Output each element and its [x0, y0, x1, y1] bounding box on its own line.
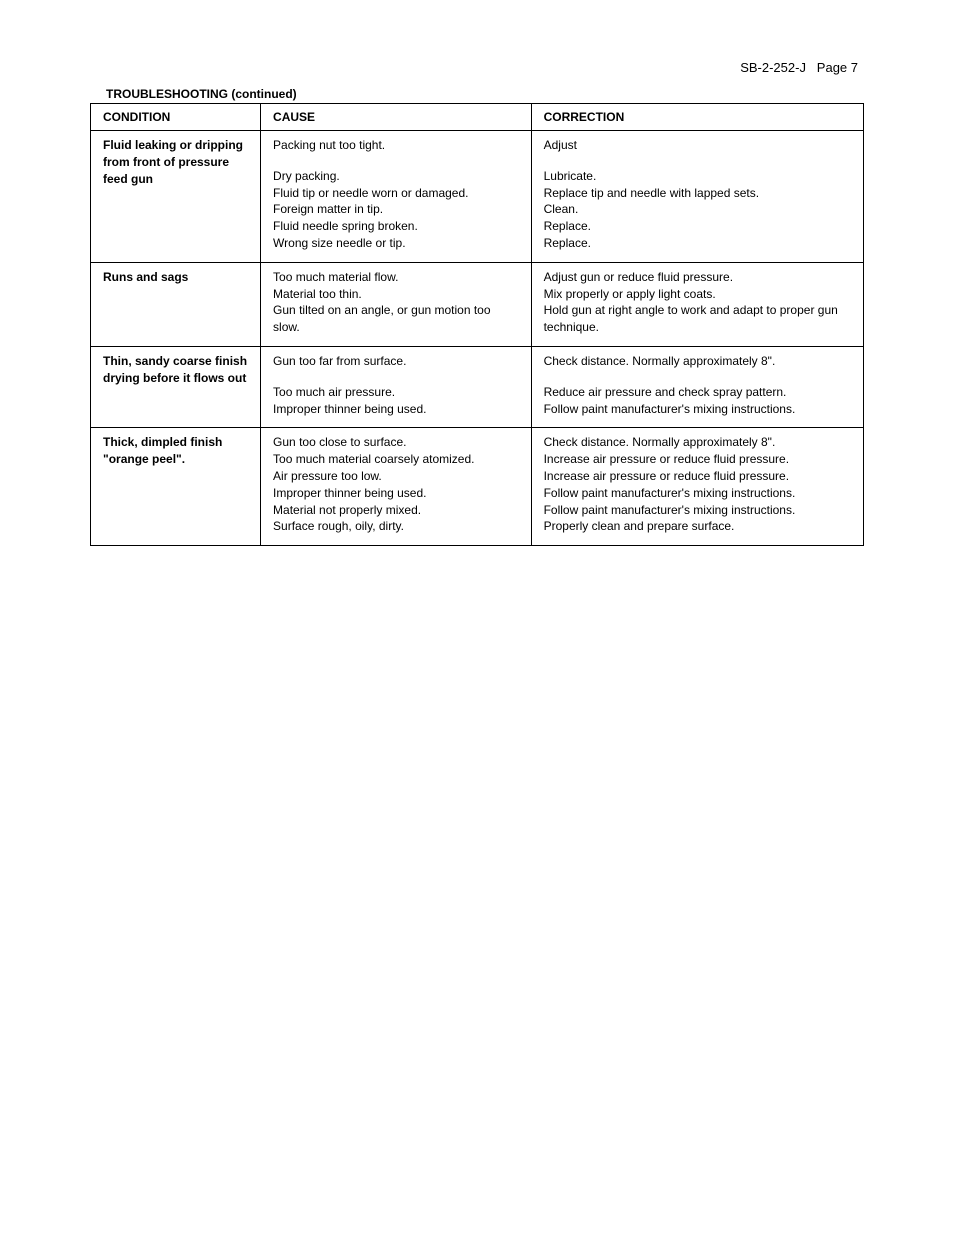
cause-line: Improper thinner being used. — [273, 401, 519, 418]
correction-line: Check distance. Normally approximately 8… — [544, 434, 851, 451]
condition-line: feed gun — [103, 171, 248, 188]
cause-cell: Gun too far from surface. Too much air pr… — [261, 346, 532, 427]
cause-line: Wrong size needle or tip. — [273, 235, 519, 252]
condition-cell: Thin, sandy coarse finishdrying before i… — [91, 346, 261, 427]
cause-line: Too much air pressure. — [273, 384, 519, 401]
condition-cell: Thick, dimpled finish"orange peel". — [91, 428, 261, 546]
correction-line: Increase air pressure or reduce fluid pr… — [544, 451, 851, 468]
cause-line: Dry packing. — [273, 168, 519, 185]
correction-line: Adjust — [544, 137, 851, 154]
cause-line: Air pressure too low. — [273, 468, 519, 485]
condition-cell: Fluid leaking or drippingfrom front of p… — [91, 131, 261, 263]
correction-line: Replace. — [544, 235, 851, 252]
group-spacer — [544, 370, 851, 384]
cause-line: Too much material flow. — [273, 269, 519, 286]
cause-line: Improper thinner being used. — [273, 485, 519, 502]
cause-line: Too much material coarsely atomized. — [273, 451, 519, 468]
cause-line: Fluid tip or needle worn or damaged. — [273, 185, 519, 202]
group-spacer — [273, 370, 519, 384]
condition-line: drying before it flows out — [103, 370, 248, 387]
cause-line: Gun too close to surface. — [273, 434, 519, 451]
condition-line: "orange peel". — [103, 451, 248, 468]
correction-line: Clean. — [544, 201, 851, 218]
correction-line: Hold gun at right angle to work and adap… — [544, 302, 851, 336]
condition-line: Thin, sandy coarse finish — [103, 353, 248, 370]
cause-cell: Gun too close to surface.Too much materi… — [261, 428, 532, 546]
correction-line: Follow paint manufacturer's mixing instr… — [544, 502, 851, 519]
col-header-condition: CONDITION — [91, 104, 261, 131]
doc-id: SB-2-252-J — [740, 60, 806, 75]
col-header-correction: CORRECTION — [531, 104, 863, 131]
correction-line: Mix properly or apply light coats. — [544, 286, 851, 303]
correction-line: Properly clean and prepare surface. — [544, 518, 851, 535]
cause-line: Foreign matter in tip. — [273, 201, 519, 218]
cause-line: Gun tilted on an angle, or gun motion to… — [273, 302, 519, 336]
cause-line: Packing nut too tight. — [273, 137, 519, 154]
correction-line: Adjust gun or reduce fluid pressure. — [544, 269, 851, 286]
correction-line: Increase air pressure or reduce fluid pr… — [544, 468, 851, 485]
correction-line: Follow paint manufacturer's mixing instr… — [544, 401, 851, 418]
condition-cell: Runs and sags — [91, 262, 261, 346]
correction-line: Replace. — [544, 218, 851, 235]
table-row: Thin, sandy coarse finishdrying before i… — [91, 346, 864, 427]
condition-line: Runs and sags — [103, 269, 248, 286]
cause-line: Gun too far from surface. — [273, 353, 519, 370]
table-header-row: CONDITION CAUSE CORRECTION — [91, 104, 864, 131]
col-header-cause: CAUSE — [261, 104, 532, 131]
section-title: TROUBLESHOOTING (continued) — [90, 87, 864, 101]
correction-cell: Adjust gun or reduce fluid pressure.Mix … — [531, 262, 863, 346]
cause-line: Material not properly mixed. — [273, 502, 519, 519]
correction-line: Check distance. Normally approximately 8… — [544, 353, 851, 370]
condition-line: Thick, dimpled finish — [103, 434, 248, 451]
page-number: Page 7 — [817, 60, 858, 75]
correction-cell: Check distance. Normally approximately 8… — [531, 346, 863, 427]
correction-line: Follow paint manufacturer's mixing instr… — [544, 485, 851, 502]
correction-line: Lubricate. — [544, 168, 851, 185]
correction-line: Reduce air pressure and check spray patt… — [544, 384, 851, 401]
cause-line: Fluid needle spring broken. — [273, 218, 519, 235]
table-row: Runs and sags Too much material flow.Mate… — [91, 262, 864, 346]
cause-line: Surface rough, oily, dirty. — [273, 518, 519, 535]
correction-cell: Adjust Lubricate.Replace tip and needle w… — [531, 131, 863, 263]
table-row: Thick, dimpled finish"orange peel".Gun t… — [91, 428, 864, 546]
correction-line: Replace tip and needle with lapped sets. — [544, 185, 851, 202]
table-row: Fluid leaking or drippingfrom front of p… — [91, 131, 864, 263]
condition-line: from front of pressure — [103, 154, 248, 171]
group-spacer — [544, 154, 851, 168]
troubleshooting-table: CONDITION CAUSE CORRECTION Fluid leaking… — [90, 103, 864, 546]
page-header: SB-2-252-J Page 7 — [90, 60, 864, 75]
cause-cell: Too much material flow.Material too thin… — [261, 262, 532, 346]
correction-cell: Check distance. Normally approximately 8… — [531, 428, 863, 546]
condition-line: Fluid leaking or dripping — [103, 137, 248, 154]
group-spacer — [273, 154, 519, 168]
cause-cell: Packing nut too tight.Dry packing.Fluid … — [261, 131, 532, 263]
cause-line: Material too thin. — [273, 286, 519, 303]
